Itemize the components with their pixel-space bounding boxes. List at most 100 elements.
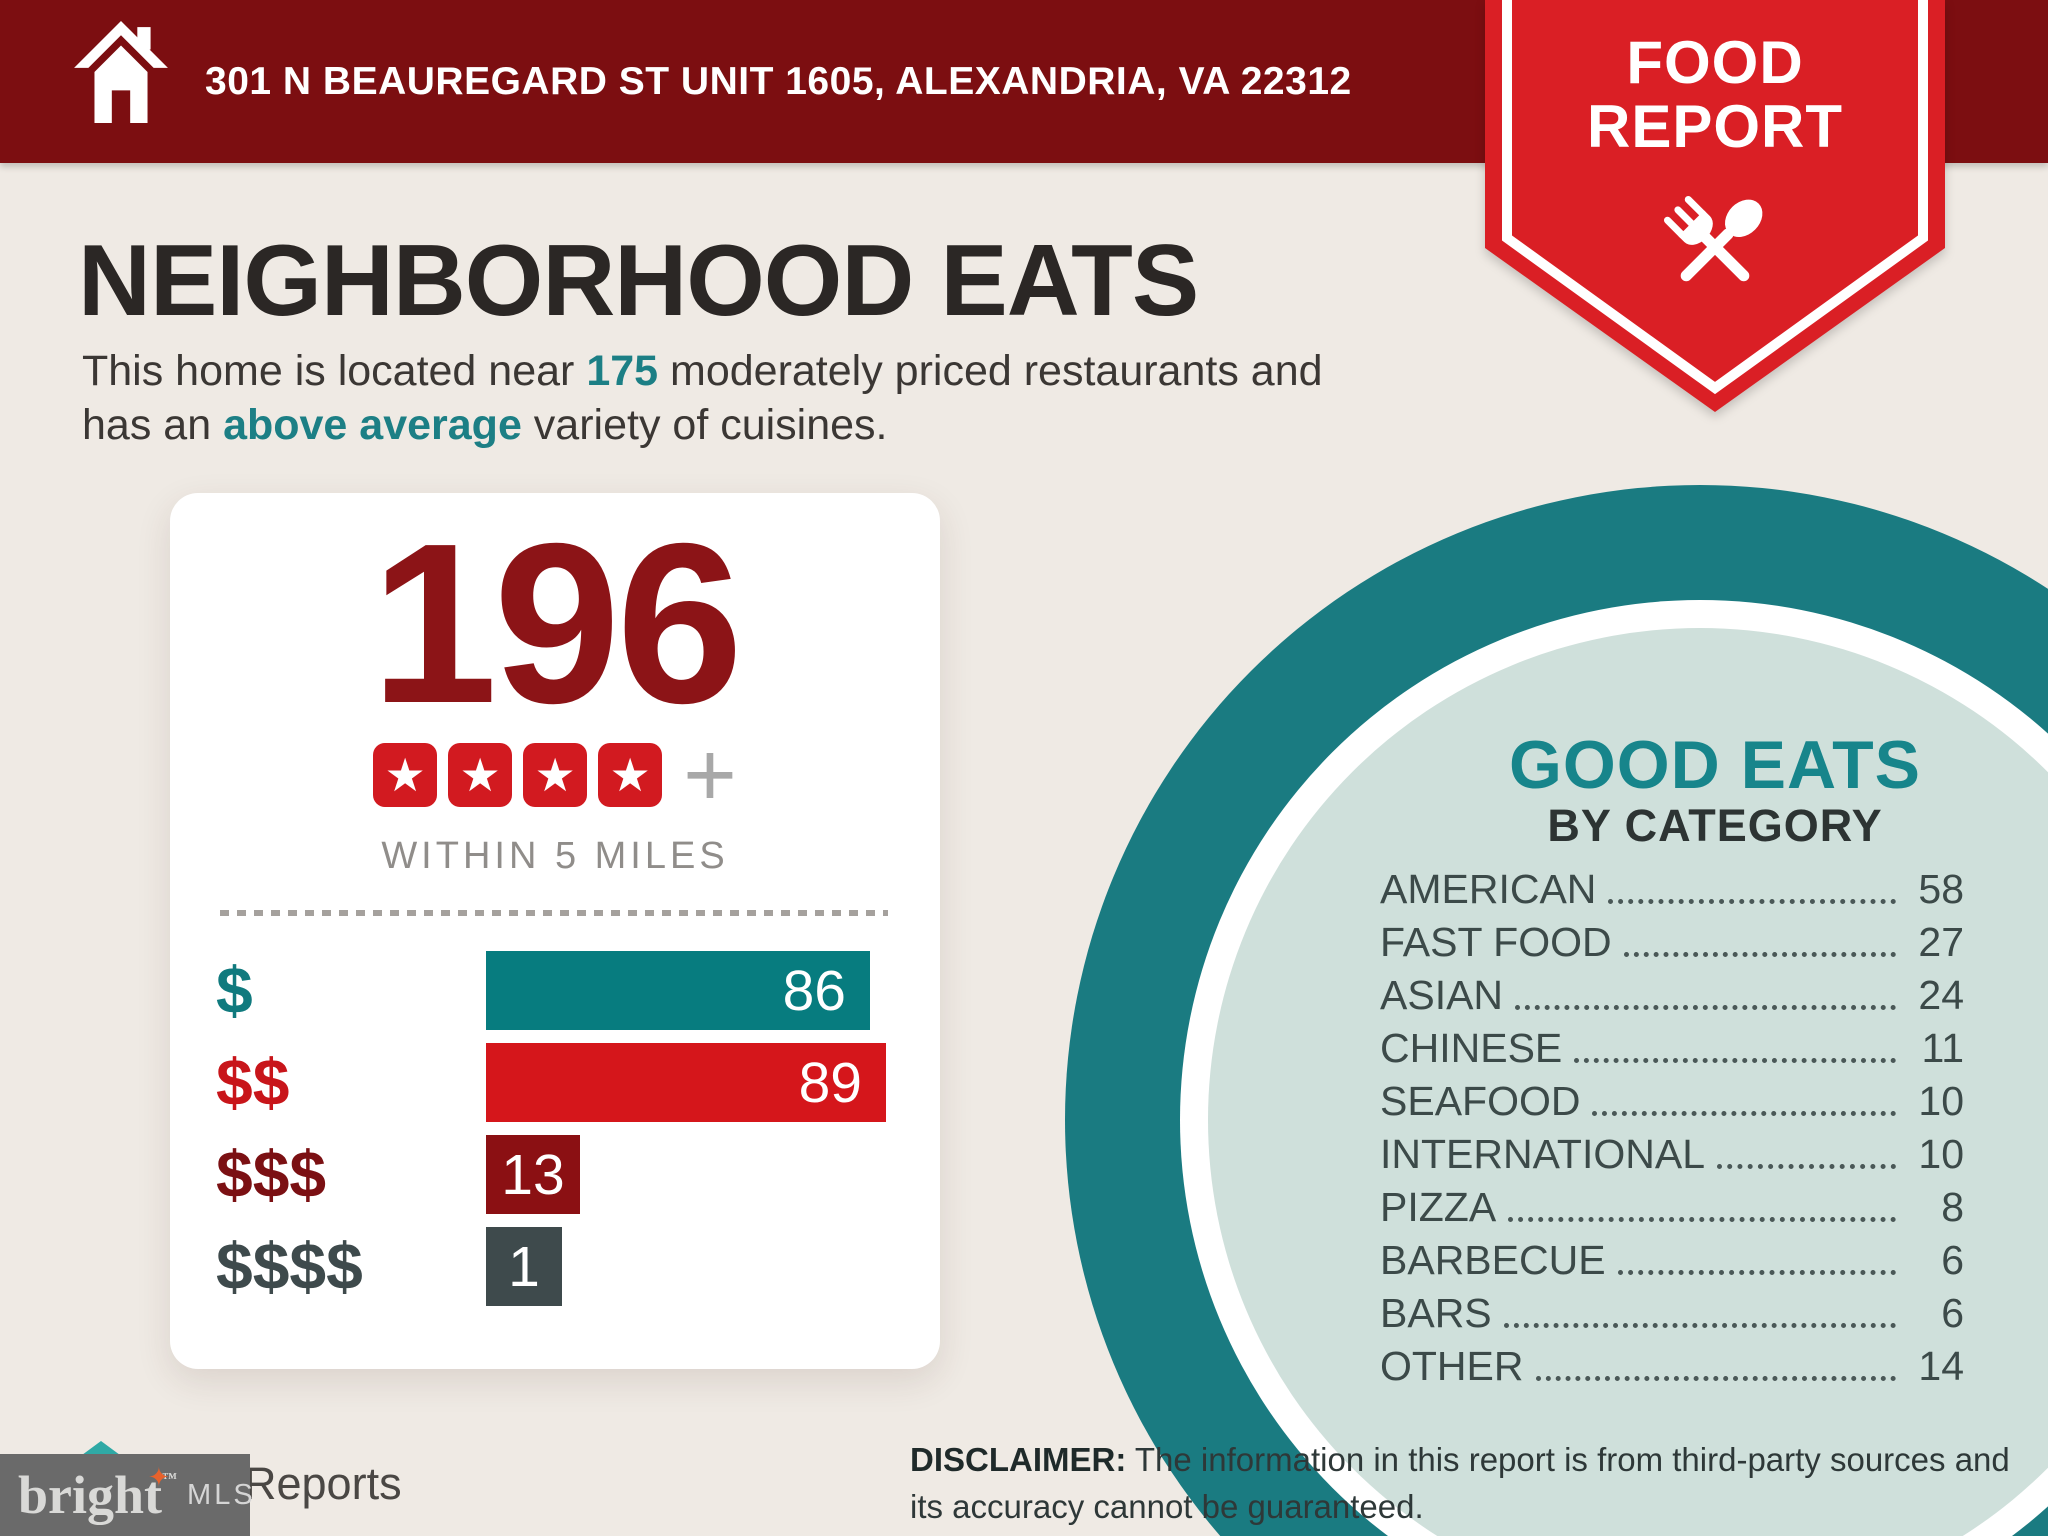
price-bar-value: 13 bbox=[501, 1142, 565, 1207]
variety-highlight: above average bbox=[223, 401, 522, 449]
category-label: OTHER bbox=[1380, 1343, 1524, 1389]
price-bar-value: 1 bbox=[508, 1234, 540, 1299]
food-report-badge: FOOD REPORT bbox=[1485, 0, 1945, 415]
star-icon bbox=[523, 743, 588, 807]
category-label: PIZZA bbox=[1380, 1184, 1497, 1230]
dotted-leader bbox=[1623, 951, 1896, 957]
price-bar-value: 89 bbox=[798, 1050, 862, 1115]
category-list: AMERICAN 58 FAST FOOD 27 ASIAN 24 CHINESE 11… bbox=[1380, 860, 1964, 1390]
star-rating: + bbox=[170, 724, 940, 826]
price-bar: 86 bbox=[486, 951, 870, 1030]
category-value: 11 bbox=[1921, 1025, 1964, 1071]
radius-label: WITHIN 5 MILES bbox=[381, 835, 729, 877]
category-row: ASIAN 24 bbox=[1380, 966, 1964, 1019]
category-row: BARBECUE 6 bbox=[1380, 1231, 1964, 1284]
star-icon bbox=[448, 743, 513, 807]
disclaimer-text: DISCLAIMER: The information in this repo… bbox=[910, 1436, 2010, 1530]
intro-line1-pre: This home is located near bbox=[82, 347, 587, 395]
category-row: AMERICAN 58 bbox=[1380, 860, 1964, 913]
dotted-leader bbox=[1717, 1163, 1896, 1169]
trademark-symbol: ™ bbox=[162, 1471, 178, 1487]
category-value: 8 bbox=[1941, 1184, 1964, 1230]
category-label: FAST FOOD bbox=[1380, 919, 1612, 965]
intro-text: This home is located near 175 moderately… bbox=[82, 344, 1323, 452]
category-label: CHINESE bbox=[1380, 1025, 1563, 1071]
price-label: $ bbox=[216, 953, 253, 1027]
reports-logo-text: Reports bbox=[244, 1458, 402, 1509]
price-bar-row: $$$ 13 bbox=[170, 1135, 940, 1214]
category-value: 58 bbox=[1918, 866, 1964, 912]
dotted-leader bbox=[1508, 1216, 1896, 1222]
category-row: OTHER 14 bbox=[1380, 1337, 1964, 1390]
category-row: SEAFOOD 10 bbox=[1380, 1072, 1964, 1125]
page-title: NEIGHBORHOOD EATS bbox=[78, 225, 1199, 337]
mls-logo-text: MLS bbox=[187, 1478, 256, 1511]
category-label: INTERNATIONAL bbox=[1380, 1131, 1705, 1177]
dotted-leader bbox=[1608, 898, 1896, 904]
dotted-leader bbox=[1574, 1057, 1896, 1063]
category-label: BARS bbox=[1380, 1290, 1492, 1336]
brand-word: bright bbox=[18, 1465, 163, 1525]
star-icon bbox=[598, 743, 663, 807]
dashed-divider bbox=[220, 910, 888, 916]
category-value: 27 bbox=[1918, 919, 1964, 965]
intro-line1-post: moderately priced restaurants and bbox=[658, 347, 1323, 395]
category-value: 14 bbox=[1918, 1343, 1964, 1389]
price-bar: 13 bbox=[486, 1135, 580, 1214]
price-bar-row: $$ 89 bbox=[170, 1043, 940, 1122]
badge-title-line1: FOOD bbox=[1626, 29, 1804, 96]
dotted-leader bbox=[1592, 1110, 1896, 1116]
star-icon bbox=[373, 743, 438, 807]
price-bar: 1 bbox=[486, 1227, 562, 1306]
intro-line2-post: variety of cuisines. bbox=[521, 401, 888, 449]
disclaimer-body: The information in this report is from t… bbox=[910, 1441, 2010, 1525]
category-value: 10 bbox=[1918, 1131, 1964, 1177]
plus-icon: + bbox=[683, 724, 737, 826]
category-value: 6 bbox=[1941, 1290, 1964, 1336]
good-eats-subtitle: BY CATEGORY bbox=[1547, 800, 1883, 851]
good-eats-title: GOOD EATS bbox=[1509, 727, 1921, 803]
intro-line1: This home is located near 175 moderately… bbox=[82, 344, 1323, 398]
price-label: $$$$ bbox=[216, 1229, 363, 1303]
category-row: INTERNATIONAL 10 bbox=[1380, 1125, 1964, 1178]
bright-star-icon: ✦ bbox=[148, 1462, 170, 1492]
price-bar: 89 bbox=[486, 1043, 886, 1122]
category-label: AMERICAN bbox=[1380, 866, 1597, 912]
restaurant-count-highlight: 175 bbox=[586, 347, 659, 395]
category-label: ASIAN bbox=[1380, 972, 1504, 1018]
badge-title-line2: REPORT bbox=[1586, 93, 1844, 160]
dotted-leader bbox=[1503, 1322, 1896, 1328]
price-level-bar-chart: $ 86 $$ 89 $$$ 13 $$$$ 1 bbox=[170, 951, 940, 1319]
dotted-leader bbox=[1515, 1004, 1896, 1010]
dotted-leader bbox=[1535, 1375, 1896, 1381]
price-label: $$$ bbox=[216, 1137, 327, 1211]
category-label: BARBECUE bbox=[1380, 1237, 1606, 1283]
intro-line2: has an above average variety of cuisines… bbox=[82, 398, 1323, 452]
ribbon-shape bbox=[1485, 0, 1945, 412]
category-value: 10 bbox=[1918, 1078, 1964, 1124]
bright-mls-watermark: bright™ MLS bbox=[0, 1454, 253, 1536]
category-value: 6 bbox=[1941, 1237, 1964, 1283]
category-row: FAST FOOD 27 bbox=[1380, 913, 1964, 966]
spoon-fork-crossed-icon bbox=[1663, 195, 1763, 282]
category-row: CHINESE 11 bbox=[1380, 1019, 1964, 1072]
house-roof-icon bbox=[82, 1441, 120, 1455]
intro-line2-pre: has an bbox=[82, 401, 224, 449]
bright-logo-text: bright™ bbox=[18, 1464, 177, 1526]
price-bar-value: 86 bbox=[782, 958, 846, 1023]
good-eats-circle bbox=[1208, 628, 2048, 1536]
home-icon bbox=[74, 20, 168, 123]
price-bar-row: $$$$ 1 bbox=[170, 1227, 940, 1306]
property-address: 301 N BEAUREGARD ST UNIT 1605, ALEXANDRI… bbox=[205, 59, 1352, 103]
disclaimer-label: DISCLAIMER: bbox=[910, 1441, 1127, 1478]
restaurant-stats-card: 196 + WITHIN 5 MILES $ 86 $$ 89 $$$ 13 bbox=[170, 493, 940, 1369]
total-restaurant-count: 196 bbox=[370, 496, 743, 751]
category-label: SEAFOOD bbox=[1380, 1078, 1581, 1124]
category-row: PIZZA 8 bbox=[1380, 1178, 1964, 1231]
price-label: $$ bbox=[216, 1045, 290, 1119]
price-bar-row: $ 86 bbox=[170, 951, 940, 1030]
dotted-leader bbox=[1617, 1269, 1896, 1275]
category-row: BARS 6 bbox=[1380, 1284, 1964, 1337]
category-value: 24 bbox=[1918, 972, 1964, 1018]
